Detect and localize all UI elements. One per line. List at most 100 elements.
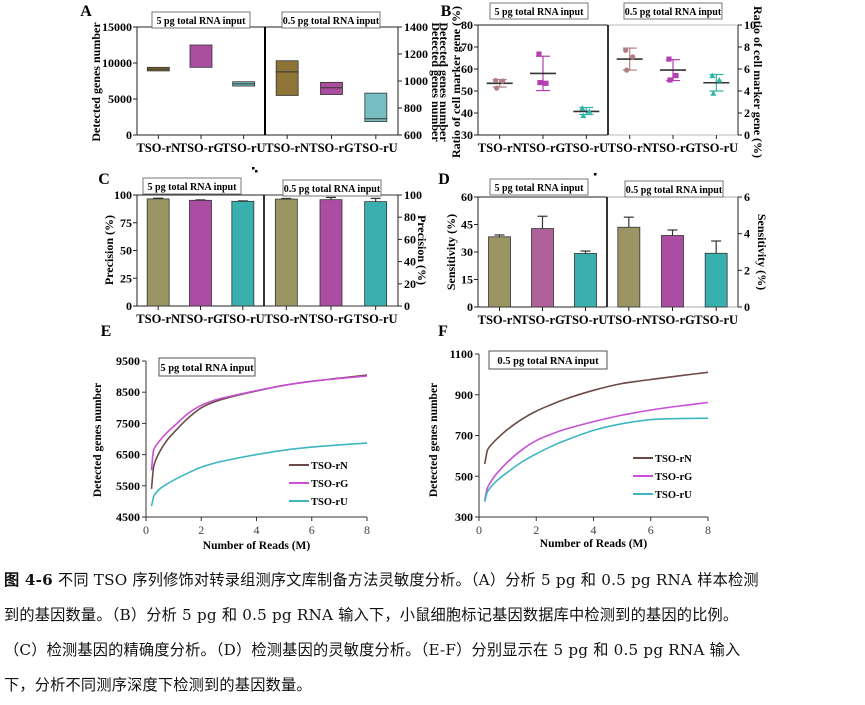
x-tick-label: TSO-rN (264, 312, 308, 326)
group-label-box (623, 2, 723, 20)
x-tick-label: 4 (591, 523, 597, 537)
bar (488, 236, 511, 308)
y-tick-label-left: 30 (461, 245, 473, 259)
data-point (624, 67, 630, 73)
bar (364, 201, 388, 307)
y-tick-label-right: 0 (744, 300, 750, 314)
y-tick-label: 1100 (450, 347, 473, 361)
y-axis-title-left: Detected genes number (89, 22, 103, 142)
y-tick-label: 300 (455, 510, 473, 524)
y-axis-title-right: Sensitivity (%) (755, 214, 769, 290)
caption-line-1: 图 4-6 不同 TSO 序列修饰对转录组测序文库制备方法灵敏度分析。（A）分析… (4, 563, 864, 598)
x-tick-label: 6 (309, 523, 315, 537)
range-box (275, 60, 299, 96)
bar (617, 226, 641, 308)
legend-label: TSO-rU (655, 490, 692, 501)
bar (231, 200, 255, 307)
x-tick-label: TSO-rU (222, 141, 266, 155)
bar (189, 199, 212, 307)
x-tick-label: TSO-rG (178, 312, 223, 326)
bar (704, 252, 728, 308)
figure-panels: A 5 pg total RNA input 0.5 pg total RNA in… (80, 2, 769, 552)
y-tick-label-left: 70 (461, 40, 473, 54)
y-axis-title: Detected genes number (92, 383, 104, 497)
x-tick-label: TSO-rN (265, 141, 309, 155)
x-axis-title: Number of Reads (M) (540, 538, 648, 550)
panel-e: E 4500 5500 6500 7500 8500 9500 0 2 4 6 8 Number of … (92, 323, 370, 552)
y-tick-label-right: 6 (744, 190, 750, 204)
bar (146, 198, 170, 307)
x-tick-label: TSO-rG (179, 141, 224, 155)
y-tick-label-right: 40 (404, 255, 416, 269)
x-tick-label: 0 (143, 523, 149, 537)
x-axis-title: Number of Reads (M) (203, 540, 311, 552)
bar (661, 235, 684, 308)
y-axis-title-left: Ratio of cell marker gene (%) (449, 6, 463, 158)
y-tick-label-right: 1200 (404, 47, 428, 61)
panel-letter-e: E (101, 323, 112, 340)
y-tick-label-right: 2 (744, 263, 750, 277)
y-tick-label-right: 80 (404, 210, 416, 224)
x-tick-label: 4 (254, 523, 260, 537)
x-tick-label: 2 (533, 523, 539, 537)
group-label: 0.5 pg total RNA input (626, 185, 723, 196)
series-line-tso-ru (483, 417, 709, 502)
data-point (494, 85, 500, 91)
y-tick-label-right: 10 (744, 18, 756, 32)
caption-line-4: 下，分析不同测序深度下检测到的基因数量。 (4, 676, 312, 694)
x-tick-label: TSO-rN (607, 313, 651, 327)
legend-label: TSO-rU (311, 497, 348, 508)
panel-letter-b: B (441, 3, 452, 20)
y-tick-label-right: 600 (404, 128, 422, 142)
y-tick-label-left: 15000 (102, 20, 132, 34)
group-label-box (624, 180, 724, 198)
stray-mark (252, 167, 255, 170)
x-tick-label: TSO-rN (136, 141, 180, 155)
y-tick-label-left: 80 (461, 18, 473, 32)
series-line-tso-ru (150, 442, 368, 507)
y-tick-label: 7500 (116, 416, 140, 430)
group-label-box (489, 2, 589, 20)
y-tick-label-left: 100 (114, 188, 132, 202)
y-tick-label-left: 25 (120, 271, 132, 285)
y-tick-label: 500 (455, 469, 473, 483)
y-axis-title: Detected genes number (428, 383, 440, 497)
bar (531, 228, 554, 308)
x-tick-label: TSO-rU (694, 313, 738, 327)
y-axis-title-right: Ratio of cell marker gene (%) (751, 6, 765, 158)
panel-c: C 5 pg total RNA input 0.5 pg total RNA in… (98, 167, 429, 326)
panel-b: B 5 pg total RNA input 0.5 pg total RNA in… (429, 2, 765, 158)
x-tick-label: TSO-rN (478, 141, 522, 155)
x-tick-label: TSO-rG (521, 141, 566, 155)
panel-letter-a: A (80, 3, 92, 20)
x-tick-label: TSO-rU (354, 312, 398, 326)
y-tick-label-right: 60 (404, 232, 416, 246)
data-point (710, 90, 717, 96)
data-point (667, 77, 673, 83)
y-axis-title-left: Precision (%) (102, 215, 116, 285)
y-tick-label: 8500 (116, 385, 140, 399)
y-tick-label-left: 75 (120, 216, 132, 230)
chart-title: 0.5 pg total RNA input (497, 356, 599, 367)
data-point (630, 54, 636, 60)
group-label: 0.5 pg total RNA input (283, 16, 380, 27)
group-label-box (282, 179, 382, 197)
x-tick-label: TSO-rN (608, 141, 652, 155)
x-tick-label: TSO-rN (478, 313, 522, 327)
y-tick-label-right: 100 (404, 188, 422, 202)
data-point (543, 80, 549, 86)
y-axis-title-right: Detected genes number (437, 22, 451, 142)
legend-label: TSO-rG (311, 479, 348, 490)
x-tick-label: TSO-rG (651, 141, 696, 155)
x-tick-label: TSO-rU (564, 141, 608, 155)
figure-number: 图 4-6 (4, 571, 53, 589)
data-point (586, 108, 593, 114)
caption-text-1: 不同 TSO 序列修饰对转录组测序文库制备方法灵敏度分析。（A）分析 5 pg … (57, 571, 759, 589)
group-label: 5 pg total RNA input (157, 16, 247, 27)
y-tick-label-left: 50 (120, 244, 132, 258)
series-line-tso-rg (150, 375, 368, 471)
y-tick-label-left: 60 (461, 62, 473, 76)
panel-letter-c: C (98, 171, 110, 188)
y-tick-label-left: 30 (461, 128, 473, 142)
group-label: 5 pg total RNA input (495, 183, 585, 194)
